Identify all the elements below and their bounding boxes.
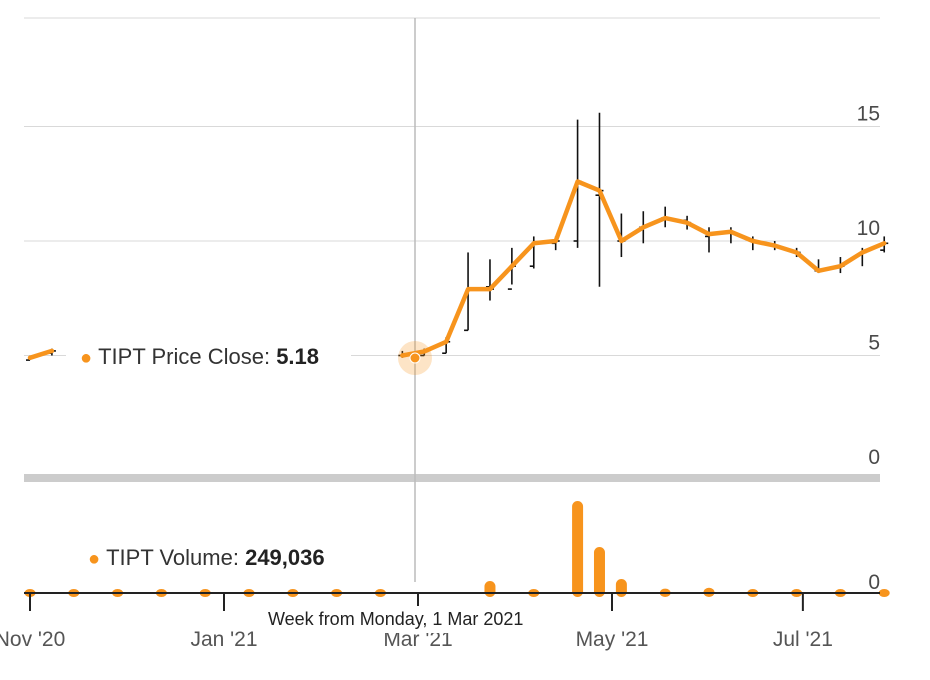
- volume-bar: [878, 589, 890, 597]
- panel-divider: [24, 474, 880, 482]
- volume-axis-tick-0: 0: [868, 571, 880, 594]
- volume-tooltip: ● TIPT Volume: 249,036: [84, 545, 329, 572]
- price-point: [467, 288, 469, 290]
- volume-bar: [615, 578, 627, 597]
- price-point: [752, 240, 754, 242]
- price-point: [577, 180, 579, 182]
- price-tooltip-name: TIPT Price Close:: [98, 344, 277, 369]
- price-point: [401, 355, 403, 356]
- price-legend-dot: ●: [80, 347, 93, 369]
- price-range-markers: [26, 112, 889, 361]
- price-axis-tick: 0: [868, 446, 880, 469]
- price-tooltip: ● TIPT Price Close: 5.18: [66, 344, 352, 371]
- x-axis-tick-label: Mar '21: [383, 628, 452, 651]
- price-point: [839, 265, 841, 267]
- price-axis-tick: 5: [868, 332, 880, 355]
- price-point: [555, 240, 557, 242]
- x-axis-tick-label: Nov '20: [0, 628, 65, 651]
- price-axis-ticks: 0 5 10 15: [857, 103, 880, 470]
- price-line-segment: [27, 348, 55, 361]
- price-point: [818, 270, 820, 272]
- ohlc-marker: [485, 259, 494, 301]
- date-tooltip: Week from Monday, 1 Mar 2021: [254, 606, 538, 633]
- price-point: [423, 350, 425, 352]
- volume-bar: [484, 581, 496, 597]
- volume-bar: [593, 547, 605, 597]
- price-axis-tick: 10: [857, 217, 880, 240]
- price-point: [620, 240, 622, 242]
- price-line-segment: [400, 179, 887, 358]
- price-point: [883, 242, 885, 244]
- price-point: [774, 245, 776, 247]
- price-point: [489, 288, 491, 290]
- hover-point: [409, 352, 421, 364]
- price-point: [445, 341, 447, 343]
- price-point: [598, 190, 600, 192]
- x-axis-tick-label: May '21: [576, 628, 649, 651]
- price-point: [796, 251, 798, 253]
- price-gridlines: [24, 17, 880, 356]
- price-point: [664, 217, 666, 219]
- price-tooltip-value: 5.18: [276, 344, 320, 369]
- price-point: [708, 233, 710, 235]
- price-point: [29, 357, 31, 359]
- volume-tooltip-name: TIPT Volume:: [106, 545, 246, 570]
- time-axis-ticks: Nov '20 Jan '21 Mar '21 May '21 Jul '21: [0, 593, 833, 651]
- x-axis-tick-label: Jul '21: [773, 628, 833, 651]
- price-point: [861, 251, 863, 253]
- price-point: [511, 265, 513, 267]
- price-close-line: [27, 179, 887, 361]
- x-axis-tick-label: Jan '21: [190, 628, 257, 651]
- price-point: [51, 350, 53, 352]
- volume-bar: [572, 501, 584, 597]
- price-point: [642, 226, 644, 228]
- volume-tooltip-value: 249,036: [245, 545, 325, 570]
- price-point: [686, 222, 688, 224]
- price-axis-tick: 15: [857, 103, 880, 126]
- price-point: [730, 231, 732, 233]
- volume-legend-dot: ●: [88, 548, 101, 570]
- price-point: [533, 242, 535, 244]
